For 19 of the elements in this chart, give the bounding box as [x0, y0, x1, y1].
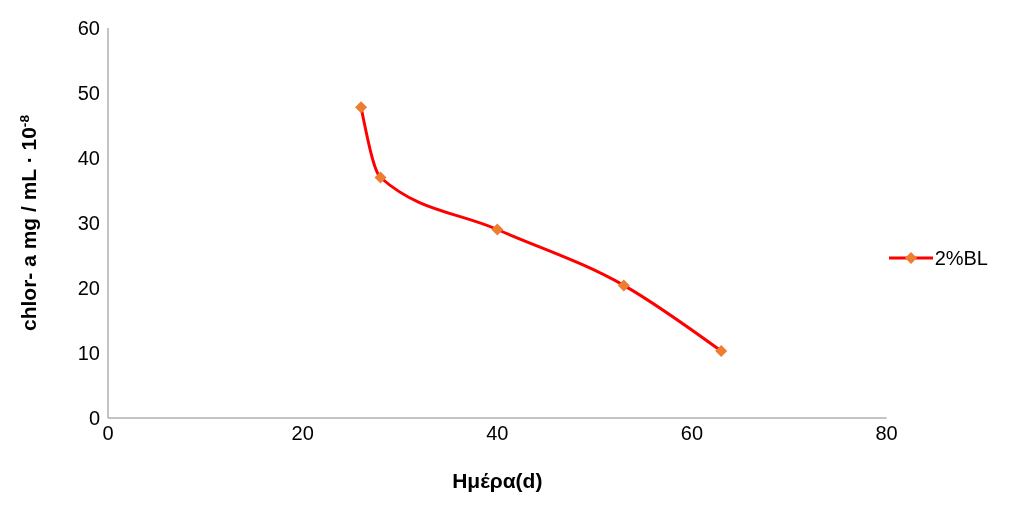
x-tick-label: 60 [680, 422, 704, 445]
y-tick-label: 60 [77, 17, 100, 40]
point [617, 279, 630, 292]
legend-label: 2%BL [934, 246, 988, 270]
point [374, 171, 387, 184]
x-tick-label: 40 [486, 422, 509, 445]
point [715, 345, 728, 358]
y-tick-label: 0 [88, 407, 100, 430]
point [491, 223, 504, 236]
y-tick-label: 30 [77, 212, 100, 235]
y-tick-label: 50 [77, 82, 100, 105]
point [355, 101, 368, 114]
x-tick-label: 80 [875, 422, 898, 445]
y-tick-label: 40 [77, 147, 100, 170]
y-tick-label: 20 [77, 277, 100, 300]
y-tick-label: 10 [77, 342, 100, 365]
x-tick-label: 0 [102, 422, 114, 445]
x-axis-title: Ημέρα(d) [452, 469, 543, 492]
x-tick-label: 20 [291, 422, 314, 445]
